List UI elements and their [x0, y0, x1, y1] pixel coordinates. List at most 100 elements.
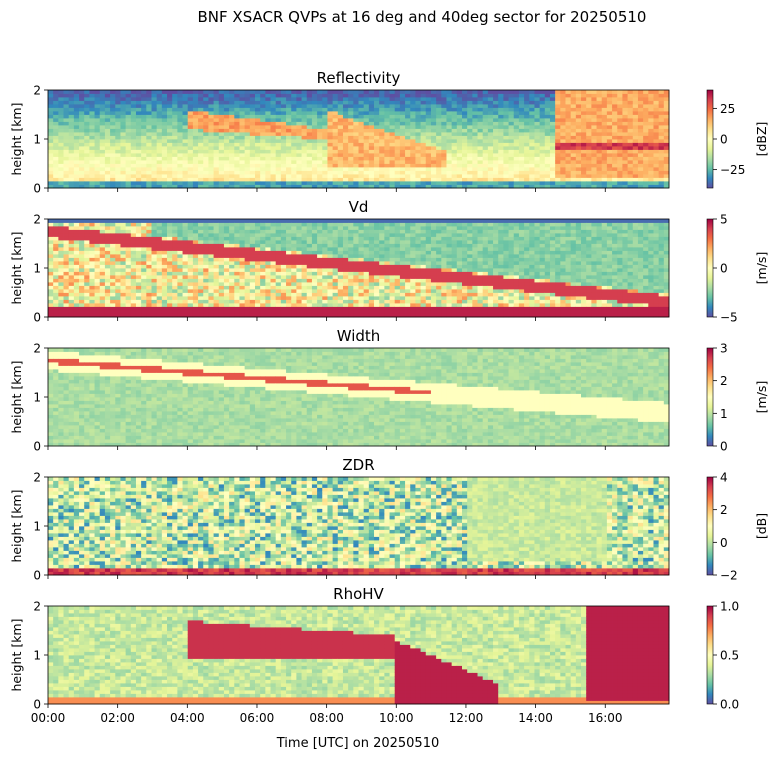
heatmap-cell	[276, 143, 282, 147]
heatmap-cell	[483, 101, 489, 105]
heatmap-cell	[219, 272, 225, 276]
heatmap-cell	[198, 293, 204, 297]
heatmap-cell	[203, 261, 209, 265]
heatmap-cell	[343, 171, 349, 175]
heatmap-cell	[353, 111, 359, 115]
heatmap-cell	[141, 101, 147, 105]
heatmap-cell	[271, 101, 277, 105]
heatmap-cell	[177, 289, 183, 293]
heatmap-cell	[157, 101, 163, 105]
heatmap-cell	[250, 101, 256, 105]
heatmap-cell	[64, 122, 70, 126]
heatmap-cell	[374, 153, 380, 157]
heatmap-cell	[157, 157, 163, 161]
heatmap-cell	[291, 97, 297, 101]
heatmap-cell	[488, 139, 494, 143]
heatmap-cell	[250, 296, 256, 300]
heatmap-cell	[203, 219, 209, 223]
heatmap-cell	[524, 181, 530, 185]
heatmap-cell	[167, 150, 173, 154]
heatmap-cell	[664, 108, 670, 112]
heatmap-cell	[348, 118, 354, 122]
heatmap-cell	[581, 94, 587, 98]
heatmap-cell	[136, 125, 142, 129]
heatmap-cell	[219, 101, 225, 105]
heatmap-cell	[653, 118, 659, 122]
heatmap-cell	[229, 307, 235, 311]
heatmap-cell	[338, 219, 344, 223]
heatmap-cell	[446, 129, 452, 133]
heatmap-cell	[162, 268, 168, 272]
heatmap-cell	[281, 258, 287, 262]
heatmap-cell	[74, 108, 80, 112]
heatmap-cell	[457, 97, 463, 101]
heatmap-cell	[472, 101, 478, 105]
heatmap-cell	[327, 167, 333, 171]
heatmap-cell	[322, 226, 328, 230]
heatmap-cell	[203, 226, 209, 230]
heatmap-cell	[84, 104, 90, 108]
heatmap-cell	[534, 125, 540, 129]
heatmap-cell	[550, 164, 556, 168]
heatmap-cell	[167, 300, 173, 304]
heatmap-cell	[255, 125, 261, 129]
heatmap-cell	[560, 157, 566, 161]
heatmap-cell	[152, 132, 158, 136]
heatmap-cell	[488, 129, 494, 133]
heatmap-cell	[255, 307, 261, 311]
heatmap-cell	[89, 101, 95, 105]
heatmap-cell	[286, 167, 292, 171]
heatmap-cell	[58, 282, 64, 286]
heatmap-cell	[214, 115, 220, 119]
heatmap-cell	[503, 94, 509, 98]
heatmap-cell	[514, 125, 520, 129]
heatmap-cell	[105, 286, 111, 290]
heatmap-cell	[146, 104, 152, 108]
heatmap-cell	[483, 129, 489, 133]
heatmap-cell	[265, 157, 271, 161]
heatmap-cell	[586, 125, 592, 129]
heatmap-cell	[131, 310, 137, 314]
heatmap-cell	[193, 282, 199, 286]
heatmap-cell	[369, 136, 375, 140]
heatmap-cell	[255, 300, 261, 304]
heatmap-cell	[560, 181, 566, 185]
heatmap-cell	[260, 174, 266, 178]
heatmap-cell	[509, 129, 515, 133]
heatmap-cell	[167, 136, 173, 140]
heatmap-cell	[534, 174, 540, 178]
heatmap-cell	[643, 101, 649, 105]
heatmap-cell	[343, 307, 349, 311]
heatmap-cell	[188, 129, 194, 133]
heatmap-cell	[265, 233, 271, 237]
heatmap-cell	[333, 118, 339, 122]
heatmap-cell	[58, 233, 64, 237]
heatmap-cell	[95, 307, 101, 311]
heatmap-cell	[48, 101, 54, 105]
heatmap-cell	[550, 118, 556, 122]
heatmap-cell	[245, 90, 251, 94]
heatmap-cell	[327, 136, 333, 140]
heatmap-cell	[478, 132, 484, 136]
heatmap-cell	[48, 90, 54, 94]
heatmap-cell	[219, 279, 225, 283]
heatmap-cell	[317, 258, 323, 262]
heatmap-cell	[203, 171, 209, 175]
heatmap-cell	[664, 146, 670, 150]
heatmap-cell	[58, 139, 64, 143]
heatmap-cell	[188, 178, 194, 182]
heatmap-cell	[146, 261, 152, 265]
heatmap-cell	[84, 240, 90, 244]
heatmap-cell	[493, 136, 499, 140]
heatmap-cell	[48, 167, 54, 171]
heatmap-cell	[648, 125, 654, 129]
heatmap-cell	[120, 265, 126, 269]
heatmap-cell	[384, 167, 390, 171]
heatmap-cell	[317, 275, 323, 279]
heatmap-cell	[286, 174, 292, 178]
heatmap-cell	[95, 108, 101, 112]
heatmap-cell	[120, 272, 126, 276]
heatmap-cell	[198, 251, 204, 255]
heatmap-cell	[653, 111, 659, 115]
heatmap-cell	[53, 108, 59, 112]
